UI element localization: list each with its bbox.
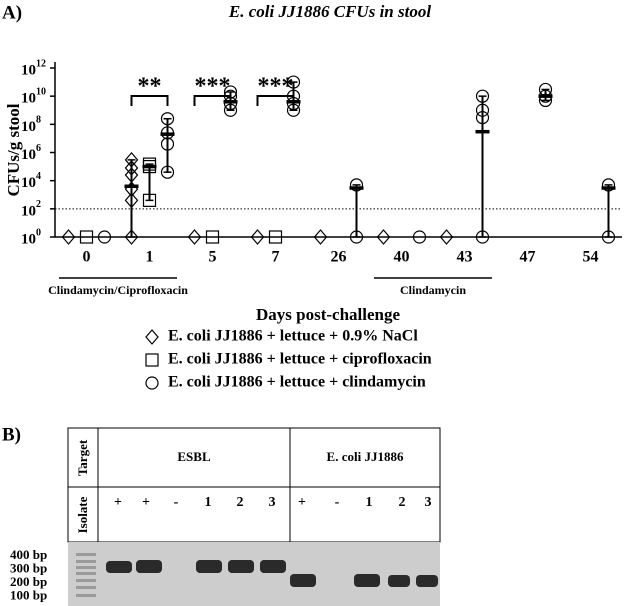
data-point — [187, 229, 202, 245]
data-point — [79, 230, 94, 244]
y-tick-label: 10 — [21, 147, 36, 163]
x-tick-label: 54 — [583, 249, 599, 266]
data-point — [475, 230, 490, 244]
lane-label: + — [142, 495, 150, 510]
ladder-label: 100 bp — [10, 587, 47, 602]
chart-title: E. coli JJ1886 CFUs in stool — [228, 2, 431, 21]
y-tick-label: 10 — [21, 62, 36, 78]
data-point — [475, 111, 490, 125]
lane-label: - — [335, 495, 340, 510]
significance-label: ** — [138, 74, 162, 100]
data-point — [268, 230, 283, 244]
data-point — [250, 229, 265, 245]
data-point — [160, 112, 175, 126]
x-tick-label: 47 — [520, 249, 536, 266]
y-tick-superscript: 10 — [36, 86, 46, 97]
gel-table — [67, 427, 441, 543]
data-point — [160, 137, 175, 151]
y-tick-label: 10 — [21, 231, 36, 247]
data-point — [142, 193, 157, 207]
y-tick-label: 10 — [21, 91, 36, 107]
legend-label: E. coli JJ1886 + lettuce + clindamycin — [168, 374, 426, 391]
data-point — [412, 230, 427, 244]
row-header: Target — [75, 439, 90, 476]
legend-label: E. coli JJ1886 + lettuce + ciprofloxacin — [168, 351, 432, 368]
ladder-label: 400 bp — [10, 547, 47, 562]
lane-label: 2 — [399, 495, 406, 510]
x-tick-label: 40 — [394, 249, 410, 266]
data-point — [349, 230, 364, 244]
y-axis-title: CFUs/g stool — [4, 103, 23, 196]
data-point — [475, 103, 490, 117]
legend-marker — [145, 376, 159, 390]
significance-bracket — [193, 95, 232, 106]
x-tick-label: 7 — [272, 249, 280, 266]
data-point — [97, 230, 112, 244]
group-header: ESBL — [177, 449, 211, 464]
lane-label: + — [298, 495, 306, 510]
data-point — [205, 230, 220, 244]
data-point — [142, 157, 157, 171]
panel-label: A) — [2, 2, 22, 23]
lane-label: - — [174, 495, 179, 510]
legend-label: E. coli JJ1886 + lettuce + 0.9% NaCl — [168, 328, 418, 345]
data-point — [124, 167, 139, 183]
y-tick-superscript: 12 — [36, 58, 46, 69]
gel-ladder — [76, 553, 96, 597]
y-tick-label: 10 — [21, 175, 36, 191]
panel-label: B) — [2, 424, 21, 445]
data-point — [349, 178, 364, 192]
lane-label: 3 — [269, 495, 276, 510]
data-point — [601, 178, 616, 192]
data-point — [475, 89, 490, 103]
treatment-label: Clindamycin/Ciprofloxacin — [48, 283, 188, 297]
y-tick-superscript: 0 — [36, 227, 41, 238]
data-point — [538, 93, 553, 108]
data-point — [376, 229, 391, 245]
gel-bands — [106, 560, 438, 587]
data-point — [61, 229, 76, 245]
x-axis-title: Days post-challenge — [256, 305, 400, 324]
legend-marker — [145, 353, 159, 367]
y-tick-label: 10 — [21, 203, 36, 219]
lane-label: 3 — [425, 495, 432, 510]
x-tick-label: 43 — [457, 249, 473, 266]
x-tick-label: 26 — [331, 249, 347, 266]
data-point — [286, 75, 301, 89]
data-point — [601, 230, 616, 244]
y-tick-superscript: 8 — [36, 115, 41, 126]
x-tick-label: 0 — [83, 249, 91, 266]
lane-label: 1 — [366, 495, 373, 510]
x-tick-label: 1 — [146, 249, 154, 266]
gel-image — [68, 542, 440, 606]
significance-label: *** — [258, 74, 294, 100]
data-point — [439, 229, 454, 245]
ladder-label: 200 bp — [10, 574, 47, 589]
lane-label: 1 — [205, 495, 212, 510]
lane-label: 2 — [237, 495, 244, 510]
data-point — [124, 151, 139, 168]
data-point — [124, 192, 139, 209]
data-point — [313, 229, 328, 245]
y-tick-label: 10 — [21, 119, 36, 135]
group-header: E. coli JJ1886 — [327, 449, 404, 464]
treatment-label: Clindamycin — [400, 283, 466, 297]
significance-bracket — [256, 95, 295, 106]
data-point — [124, 229, 139, 245]
y-tick-superscript: 2 — [36, 199, 41, 210]
data-point — [124, 160, 139, 176]
significance-bracket — [130, 95, 169, 106]
significance-label: *** — [195, 74, 231, 100]
legend-marker — [145, 329, 159, 345]
x-tick-label: 5 — [209, 249, 217, 266]
y-tick-superscript: 6 — [36, 143, 41, 154]
lane-label: + — [114, 495, 122, 510]
row-header: Isolate — [75, 496, 90, 533]
ladder-label: 300 bp — [10, 560, 47, 575]
data-point — [160, 165, 175, 179]
y-tick-superscript: 4 — [36, 171, 41, 182]
